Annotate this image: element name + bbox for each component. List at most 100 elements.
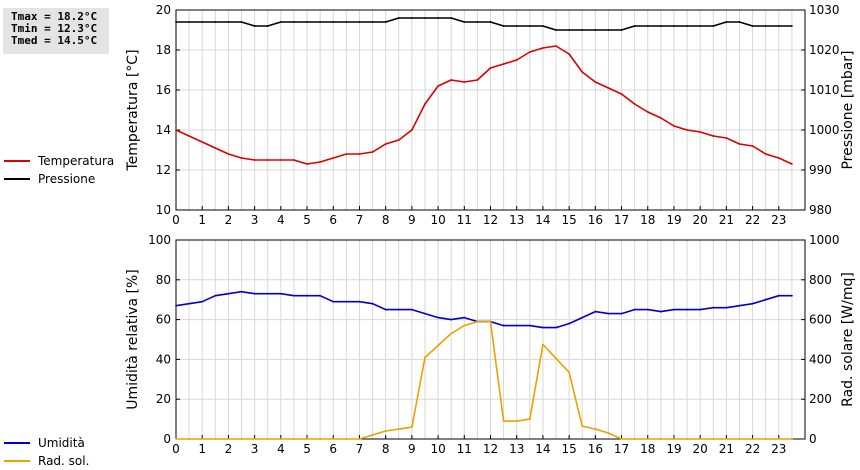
data-point-umidit- bbox=[620, 312, 623, 315]
data-point-umidit- bbox=[384, 308, 387, 311]
data-point-pressione bbox=[319, 21, 322, 23]
data-point-temperatura bbox=[568, 53, 571, 55]
y-tick-label-top: 16 bbox=[156, 83, 171, 97]
data-point-rad-sol- bbox=[240, 438, 243, 440]
data-point-umidit- bbox=[214, 294, 217, 297]
data-point-umidit- bbox=[293, 294, 295, 297]
x-tick-label-bottom: 9 bbox=[408, 442, 416, 456]
data-point-umidit- bbox=[751, 302, 754, 305]
data-point-umidit- bbox=[659, 310, 662, 313]
data-point-rad-sol- bbox=[751, 438, 754, 440]
series-line-pressione bbox=[176, 17, 792, 31]
data-point-pressione bbox=[725, 21, 728, 23]
data-point-rad-sol- bbox=[188, 438, 191, 440]
x-tick-label-bottom: 2 bbox=[225, 442, 233, 456]
data-point-temperatura bbox=[673, 125, 675, 127]
data-point-rad-sol- bbox=[633, 438, 636, 440]
data-point-umidit- bbox=[790, 294, 793, 297]
data-point-umidit- bbox=[515, 324, 518, 327]
x-tick-label-bottom: 15 bbox=[561, 442, 576, 456]
data-point-pressione bbox=[293, 21, 295, 23]
data-point-rad-sol- bbox=[437, 344, 439, 347]
y-tick-label-bottom: 100 bbox=[148, 233, 171, 247]
data-point-pressione bbox=[279, 21, 282, 23]
data-point-temperatura bbox=[188, 135, 191, 137]
x-tick-label-top: 1 bbox=[198, 213, 206, 227]
data-point-temperatura bbox=[725, 137, 728, 139]
data-point-rad-sol- bbox=[738, 438, 741, 440]
charts-canvas: 0 1 2 3 4 5 6 7 8 9 10 11 12 13 14 15 16 17 18 19 20 21 22 2310… bbox=[125, 3, 856, 456]
data-point-rad-sol- bbox=[332, 438, 335, 440]
data-point-temperatura bbox=[476, 79, 479, 81]
x-tick-label-top: 13 bbox=[509, 213, 524, 227]
x-tick-label-top: 23 bbox=[771, 213, 786, 227]
legend-swatch-temperatura bbox=[4, 160, 30, 162]
data-point-pressione bbox=[777, 25, 780, 27]
data-point-rad-sol- bbox=[607, 432, 610, 434]
data-point-temperatura bbox=[515, 59, 518, 61]
data-point-temperatura bbox=[502, 63, 505, 65]
x-tick-label-top: 8 bbox=[382, 213, 390, 227]
data-point-umidit- bbox=[646, 308, 649, 311]
y2-tick-label-top: 1000 bbox=[809, 123, 840, 137]
data-point-rad-sol- bbox=[253, 438, 256, 440]
data-point-pressione bbox=[528, 25, 531, 27]
data-point-pressione bbox=[332, 21, 335, 23]
data-point-temperatura bbox=[384, 143, 387, 145]
data-point-temperatura bbox=[607, 87, 610, 89]
x-tick-label-bottom: 13 bbox=[509, 442, 524, 456]
x-tick-label-top: 10 bbox=[430, 213, 445, 227]
data-point-temperatura bbox=[201, 141, 204, 143]
x-tick-label-top: 12 bbox=[483, 213, 498, 227]
data-point-pressione bbox=[555, 29, 557, 31]
data-point-rad-sol- bbox=[279, 438, 282, 440]
data-point-umidit- bbox=[607, 312, 610, 315]
y2-tick-label-bottom: 800 bbox=[809, 273, 832, 287]
data-point-rad-sol- bbox=[397, 428, 400, 430]
y2-tick-label-bottom: 1000 bbox=[809, 233, 840, 247]
data-point-umidit- bbox=[175, 304, 177, 307]
data-point-pressione bbox=[673, 25, 675, 27]
data-point-temperatura bbox=[319, 161, 322, 163]
x-tick-label-top: 11 bbox=[457, 213, 472, 227]
x-tick-label-top: 14 bbox=[535, 213, 550, 227]
data-point-rad-sol- bbox=[463, 324, 466, 327]
data-point-temperatura bbox=[751, 145, 754, 147]
data-point-temperatura bbox=[371, 151, 374, 153]
y-tick-label-bottom: 20 bbox=[156, 392, 171, 406]
y-tick-label-top: 10 bbox=[156, 203, 171, 217]
data-point-pressione bbox=[227, 21, 230, 23]
series-line-rad-sol- bbox=[176, 320, 792, 440]
x-tick-label-top: 7 bbox=[356, 213, 364, 227]
data-point-temperatura bbox=[542, 47, 544, 49]
y-axis-label-top: Temperatura [°C] bbox=[125, 49, 141, 171]
data-point-umidit- bbox=[397, 308, 400, 311]
x-tick-label-bottom: 12 bbox=[483, 442, 498, 456]
data-point-pressione bbox=[738, 21, 741, 23]
y-tick-label-bottom: 40 bbox=[156, 352, 171, 366]
x-tick-label-top: 2 bbox=[225, 213, 233, 227]
y-tick-label-top: 20 bbox=[156, 3, 171, 17]
data-point-rad-sol- bbox=[319, 438, 322, 440]
data-point-umidit- bbox=[686, 308, 688, 311]
data-point-umidit- bbox=[633, 308, 636, 311]
data-point-temperatura bbox=[410, 129, 413, 131]
data-point-umidit- bbox=[201, 300, 204, 303]
data-point-rad-sol- bbox=[659, 438, 662, 440]
x-tick-label-top: 0 bbox=[172, 213, 180, 227]
data-point-rad-sol- bbox=[528, 418, 531, 420]
data-point-rad-sol- bbox=[358, 438, 361, 440]
y-tick-label-top: 18 bbox=[156, 43, 171, 57]
data-point-pressione bbox=[542, 25, 544, 27]
data-point-pressione bbox=[633, 25, 636, 27]
y2-tick-label-top: 980 bbox=[809, 203, 832, 217]
y-tick-label-bottom: 0 bbox=[163, 432, 171, 446]
x-tick-label-top: 15 bbox=[561, 213, 576, 227]
data-point-temperatura bbox=[646, 111, 649, 113]
data-point-temperatura bbox=[227, 153, 230, 155]
data-point-rad-sol- bbox=[201, 438, 204, 440]
y2-tick-label-bottom: 0 bbox=[809, 432, 817, 446]
data-point-temperatura bbox=[620, 93, 623, 95]
data-point-temperatura bbox=[240, 157, 243, 159]
data-point-rad-sol- bbox=[410, 426, 413, 428]
